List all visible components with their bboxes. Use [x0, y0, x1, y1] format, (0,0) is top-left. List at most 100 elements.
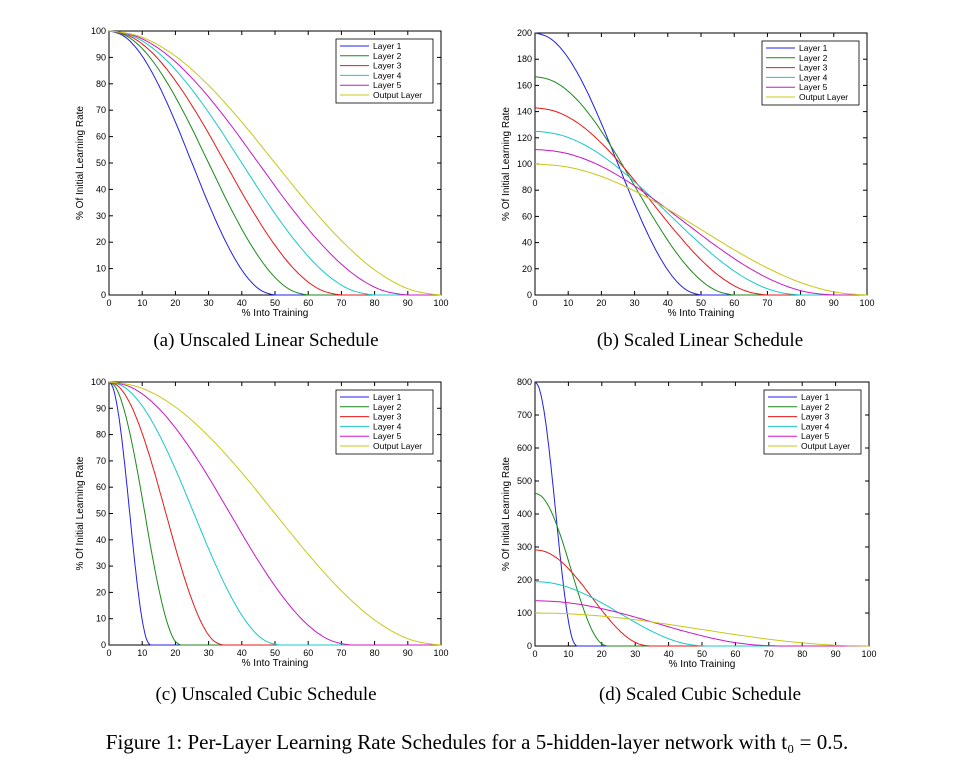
y-tick-label: 20: [96, 237, 106, 247]
x-axis-label: % Into Training: [242, 658, 309, 669]
y-tick-label: 0: [527, 641, 532, 651]
y-tick-label: 500: [517, 476, 532, 486]
x-tick-label: 90: [403, 648, 413, 658]
x-axis-label: % Into Training: [668, 308, 735, 319]
caption-b: (b) Scaled Linear Schedule: [596, 330, 804, 351]
legend-label-layer-3: Layer 3: [799, 63, 828, 73]
series-line-layer-3: [534, 107, 867, 296]
y-tick-label: 100: [517, 608, 532, 618]
x-tick-label: 70: [336, 648, 346, 658]
x-tick-label: 20: [597, 649, 607, 659]
series-line-layer-3: [108, 30, 441, 296]
legend-label-output-layer: Output Layer: [801, 441, 850, 451]
series-line-layer-1: [534, 32, 867, 296]
series-line-layer-1: [534, 381, 869, 647]
caption-c: (c) Unscaled Cubic Schedule: [155, 684, 377, 705]
y-tick-label: 50: [96, 158, 106, 168]
y-tick-label: 10: [96, 264, 106, 274]
x-tick-label: 90: [403, 298, 413, 308]
series-line-layer-2: [534, 492, 869, 647]
series-line-layer-2: [108, 381, 441, 646]
legend-label-layer-2: Layer 2: [799, 53, 828, 63]
chart-scaled-linear: 0 10 20 30 40 50 60 70 80 90 100 0 20 40 60 80 100 120 140…: [501, 28, 875, 319]
series-line-layer-4: [108, 381, 441, 646]
y-axis-label: % Of Initial Learning Rate: [501, 107, 512, 221]
x-tick-label: 60: [729, 298, 739, 308]
y-tick-label: 30: [96, 211, 106, 221]
x-tick-label: 80: [797, 649, 807, 659]
y-tick-label: 0: [527, 290, 532, 300]
legend-box: [335, 389, 434, 455]
chart-scaled-cubic: 0 10 20 30 40 50 60 70 80 90 100 0 100 200 300 400 500 60…: [501, 377, 877, 670]
x-tick-label: 10: [563, 298, 573, 308]
x-tick-label: 90: [831, 649, 841, 659]
x-tick-label: 30: [630, 649, 640, 659]
legend-label-layer-5: Layer 5: [373, 431, 402, 441]
y-tick-label: 400: [517, 509, 532, 519]
y-tick-label: 200: [517, 28, 532, 38]
x-tick-label: 60: [730, 649, 740, 659]
x-tick-label: 80: [370, 298, 380, 308]
x-axis-label: % Into Training: [669, 659, 736, 670]
x-tick-label: 100: [861, 649, 876, 659]
legend-label-layer-2: Layer 2: [373, 402, 402, 412]
legend-label-layer-3: Layer 3: [373, 61, 402, 71]
legend-label-layer-5: Layer 5: [801, 431, 830, 441]
legend-box: [335, 38, 434, 104]
y-tick-label: 100: [517, 159, 532, 169]
caption-d: (d) Scaled Cubic Schedule: [598, 684, 802, 705]
y-tick-label: 40: [96, 535, 106, 545]
y-tick-label: 60: [96, 132, 106, 142]
x-tick-label: 40: [237, 648, 247, 658]
x-tick-label: 90: [829, 298, 839, 308]
legend-label-layer-5: Layer 5: [799, 82, 828, 92]
series-line-layer-1: [108, 30, 441, 296]
y-tick-label: 80: [522, 185, 532, 195]
legend-label-layer-4: Layer 4: [373, 421, 402, 431]
legend-label-layer-1: Layer 1: [373, 41, 402, 51]
x-tick-label: 50: [697, 649, 707, 659]
chart-unscaled-linear: 0 10 20 30 40 50 60 70 80 90 100 0 10 20 30 40 50 60 70 80 9…: [75, 26, 449, 319]
series-line-layer-5: [108, 30, 441, 296]
x-tick-label: 10: [137, 648, 147, 658]
y-tick-label: 0: [101, 290, 106, 300]
series-line-output-layer: [534, 612, 870, 647]
y-tick-label: 90: [96, 403, 106, 413]
legend-label-output-layer: Output Layer: [373, 441, 422, 451]
x-tick-label: 20: [170, 298, 180, 308]
legend-label-layer-1: Layer 1: [373, 392, 402, 402]
y-tick-label: 60: [522, 211, 532, 221]
y-tick-label: 300: [517, 542, 532, 552]
y-tick-label: 10: [96, 614, 106, 624]
y-tick-label: 160: [517, 80, 532, 90]
series-line-output-layer: [108, 381, 442, 646]
y-tick-label: 80: [96, 79, 106, 89]
y-tick-label: 90: [96, 52, 106, 62]
x-tick-label: 70: [336, 298, 346, 308]
y-tick-label: 30: [96, 561, 106, 571]
series-line-layer-3: [534, 549, 869, 647]
y-tick-label: 100: [91, 26, 106, 36]
legend-label-layer-4: Layer 4: [799, 72, 828, 82]
series-line-layer-2: [534, 76, 867, 296]
series-line-layer-5: [108, 381, 441, 646]
x-tick-label: 50: [696, 298, 706, 308]
y-tick-label: 800: [517, 377, 532, 387]
y-tick-label: 100: [91, 377, 106, 387]
y-tick-label: 70: [96, 456, 106, 466]
x-tick-label: 0: [106, 298, 111, 308]
series-line-layer-4: [534, 581, 869, 647]
series-line-layer-4: [534, 130, 867, 296]
x-tick-label: 70: [762, 298, 772, 308]
y-tick-label: 140: [517, 107, 532, 117]
series-line-layer-4: [108, 30, 441, 296]
legend-box: [761, 40, 860, 106]
x-tick-label: 0: [532, 298, 537, 308]
y-tick-label: 50: [96, 509, 106, 519]
x-tick-label: 10: [137, 298, 147, 308]
figure-caption: Figure 1: Per-Layer Learning Rate Schedu…: [105, 730, 849, 754]
legend-label-layer-2: Layer 2: [801, 402, 830, 412]
legend-label-layer-4: Layer 4: [373, 70, 402, 80]
y-tick-label: 80: [96, 430, 106, 440]
legend-label-layer-1: Layer 1: [801, 392, 830, 402]
